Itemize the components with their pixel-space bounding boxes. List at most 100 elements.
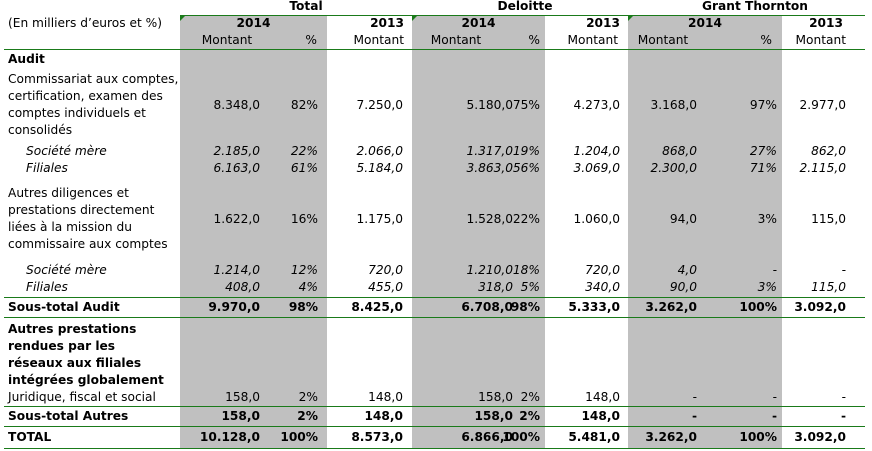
table-cell: 1.622,0 bbox=[213, 212, 260, 226]
table-cell: 16% bbox=[290, 212, 318, 226]
table-cell: 71% bbox=[749, 161, 777, 175]
table-cell: 8.348,0 bbox=[213, 98, 260, 112]
rule-top bbox=[180, 15, 865, 16]
year-total-2013: 2013 bbox=[370, 16, 404, 30]
table-cell: 98% bbox=[288, 300, 318, 314]
table-cell: 2.066,0 bbox=[356, 144, 403, 158]
rule-subtotal-audit-top bbox=[4, 297, 865, 298]
table-cell: 94,0 bbox=[669, 212, 697, 226]
table-cell: 158,0 bbox=[478, 390, 513, 404]
year-deloitte-2013: 2013 bbox=[586, 16, 620, 30]
table-cell: 100% bbox=[502, 430, 540, 444]
table-cell: 12% bbox=[290, 263, 318, 277]
table-cell: 3.262,0 bbox=[645, 430, 697, 444]
table-cell: 1.204,0 bbox=[573, 144, 620, 158]
table-cell: - bbox=[771, 409, 777, 423]
table-cell: 868,0 bbox=[662, 144, 697, 158]
table-cell: 5.184,0 bbox=[356, 161, 403, 175]
table-cell: 18% bbox=[512, 263, 540, 277]
table-cell: 158,0 bbox=[474, 409, 513, 423]
table-cell: 75% bbox=[512, 98, 540, 112]
table-cell: 19% bbox=[512, 144, 540, 158]
subheader-pct: % bbox=[528, 33, 540, 47]
table-cell: 148,0 bbox=[581, 409, 620, 423]
table-cell: 148,0 bbox=[585, 390, 620, 404]
table-cell: 7.250,0 bbox=[356, 98, 403, 112]
rule-header bbox=[4, 49, 865, 50]
table-cell: 100% bbox=[280, 430, 318, 444]
table-cell: 27% bbox=[749, 144, 777, 158]
table-cell: 3.092,0 bbox=[794, 300, 846, 314]
table-cell: - bbox=[692, 390, 697, 404]
group-total: Total bbox=[289, 0, 323, 13]
year-deloitte-2014: 2014 bbox=[461, 16, 496, 30]
table-cell: 720,0 bbox=[368, 263, 403, 277]
table-cell: 56% bbox=[512, 161, 540, 175]
table-cell: 10.128,0 bbox=[199, 430, 260, 444]
table-cell: 6.708,0 bbox=[461, 300, 513, 314]
table-cell: 148,0 bbox=[368, 390, 403, 404]
table-cell: 22% bbox=[512, 212, 540, 226]
table-cell: 1.214,0 bbox=[213, 263, 260, 277]
corner-mark bbox=[180, 16, 185, 21]
subheader-pct: % bbox=[305, 33, 317, 47]
table-cell: 98% bbox=[510, 300, 540, 314]
shade-gt-2014 bbox=[628, 16, 782, 449]
shade-deloitte-2014 bbox=[412, 16, 545, 449]
table-cell: 2% bbox=[519, 409, 540, 423]
table-cell: 3.262,0 bbox=[645, 300, 697, 314]
table-cell: - bbox=[691, 409, 697, 423]
table-cell: 4,0 bbox=[677, 263, 697, 277]
subheader-montant: Montant bbox=[353, 33, 404, 47]
table-cell: 6.866,0 bbox=[461, 430, 513, 444]
row-label-juridique: Juridique, fiscal et social bbox=[8, 390, 156, 404]
table-cell: 115,0 bbox=[811, 280, 846, 294]
table-cell: 158,0 bbox=[225, 390, 260, 404]
year-gt-2013: 2013 bbox=[809, 16, 843, 30]
table-cell: 2% bbox=[297, 409, 318, 423]
table-cell: 8.573,0 bbox=[351, 430, 403, 444]
table-cell: - bbox=[772, 263, 777, 277]
table-cell: 8.425,0 bbox=[351, 300, 403, 314]
table-cell: 4% bbox=[298, 280, 318, 294]
table-cell: 3% bbox=[757, 280, 777, 294]
table-cell: 1.528,0 bbox=[466, 212, 513, 226]
rule-bottom bbox=[4, 448, 865, 449]
table-cell: 9.970,0 bbox=[208, 300, 260, 314]
table-cell: 100% bbox=[739, 300, 777, 314]
subheader-montant: Montant bbox=[637, 33, 689, 47]
subheader-montant: Montant bbox=[567, 33, 618, 47]
table-cell: 5.481,0 bbox=[568, 430, 620, 444]
row-label-commissariat: Commissariat aux comptes, certification,… bbox=[8, 72, 179, 137]
table-cell: 97% bbox=[749, 98, 777, 112]
group-deloitte: Deloitte bbox=[497, 0, 553, 13]
subheader-montant: Montant bbox=[795, 33, 846, 47]
shade-total-2014 bbox=[180, 16, 327, 449]
table-cell: 2.115,0 bbox=[799, 161, 846, 175]
table-cell: 862,0 bbox=[811, 144, 846, 158]
table-cell: 2.300,0 bbox=[650, 161, 697, 175]
table-cell: 720,0 bbox=[585, 263, 620, 277]
table-cell: 408,0 bbox=[225, 280, 260, 294]
table-cell: - bbox=[772, 390, 777, 404]
table-cell: - bbox=[841, 263, 846, 277]
units-label: (En milliers d’euros et %) bbox=[8, 16, 162, 30]
table-cell: 2.977,0 bbox=[799, 98, 846, 112]
row-label-total: TOTAL bbox=[8, 430, 52, 444]
subheader-pct: % bbox=[760, 33, 772, 47]
table-cell: 82% bbox=[290, 98, 318, 112]
table-cell: 115,0 bbox=[811, 212, 846, 226]
table-cell: 158,0 bbox=[221, 409, 260, 423]
rule-subtotal-audit-bottom bbox=[4, 317, 865, 318]
table-cell: 5% bbox=[520, 280, 540, 294]
table-cell: 6.163,0 bbox=[213, 161, 260, 175]
section-audit: Audit bbox=[8, 52, 45, 66]
table-cell: 340,0 bbox=[585, 280, 620, 294]
table-cell: 1.060,0 bbox=[573, 212, 620, 226]
row-label-sous-total-autres: Sous-total Autres bbox=[8, 409, 129, 423]
table-cell: 2% bbox=[298, 390, 318, 404]
table-cell: 3% bbox=[757, 212, 777, 226]
subheader-montant: Montant bbox=[201, 33, 253, 47]
table-cell: 3.092,0 bbox=[794, 430, 846, 444]
row-label-filiales: Filiales bbox=[26, 161, 68, 175]
